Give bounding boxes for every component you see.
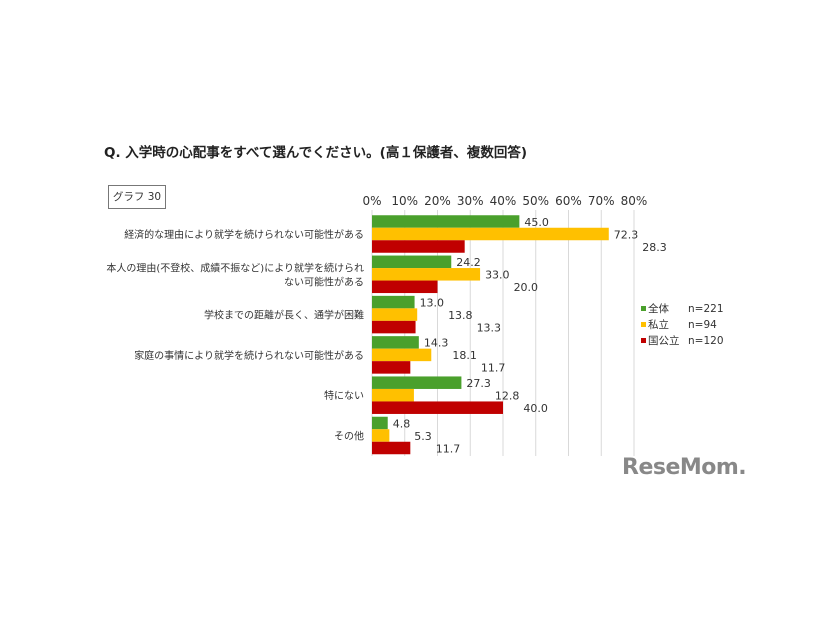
x-tick-label: 20% (424, 194, 451, 208)
chart-title: Q. 入学時の心配事をすべて選んでください。(高１保護者、複数回答) (104, 145, 527, 161)
category-label: その他 (334, 430, 364, 443)
data-label: 18.1 (452, 349, 477, 362)
legend-n: n=221 (688, 303, 724, 315)
bar-私立 (372, 348, 432, 362)
data-label: 72.3 (614, 228, 639, 241)
x-tick-label: 60% (555, 194, 582, 208)
bar-国公立 (372, 240, 465, 253)
bar-国公立 (372, 280, 438, 294)
x-tick-label: 50% (522, 194, 549, 208)
data-label: 13.3 (477, 321, 502, 334)
bar-全体 (372, 336, 419, 349)
category-label: ない可能性がある (284, 275, 364, 288)
legend-n: n=94 (688, 319, 717, 331)
bar-国公立 (372, 441, 411, 455)
x-tick-label: 10% (391, 194, 418, 208)
legend-swatch-全体 (641, 306, 646, 311)
bar-全体 (372, 215, 520, 228)
bar-全体 (372, 416, 388, 430)
x-tick-label: 0% (362, 194, 381, 208)
legend-label: 全体 (648, 302, 669, 315)
bar-国公立 (372, 320, 416, 334)
data-label: 13.8 (448, 309, 473, 322)
resemom-logo: ReseMom. (622, 455, 747, 480)
data-label: 5.3 (414, 430, 432, 443)
bar-全体 (372, 295, 415, 309)
bar-私立 (372, 227, 609, 241)
x-tick-label: 70% (588, 194, 615, 208)
data-label: 27.3 (466, 377, 491, 390)
bar-全体 (372, 255, 452, 269)
bar-私立 (372, 429, 390, 442)
category-label: 家庭の事情により就学を続けられない可能性がある (134, 349, 364, 362)
bar-私立 (372, 308, 418, 321)
category-label: 経済的な理由により就学を続けられない可能性がある (124, 228, 364, 241)
data-label: 14.3 (424, 337, 449, 350)
category-label: 学校までの距離が長く、通学が困難 (204, 309, 364, 322)
data-label: 45.0 (524, 216, 549, 229)
data-label: 20.0 (514, 281, 539, 294)
legend-label: 私立 (648, 318, 669, 331)
x-tick-label: 40% (490, 194, 517, 208)
graph-number-label: グラフ 30 (108, 185, 166, 209)
data-label: 4.8 (393, 417, 411, 430)
data-label: 12.8 (495, 389, 519, 402)
category-label: 本人の理由(不登校、成績不振など)により就学を続けられ (106, 261, 364, 274)
data-label: 24.2 (456, 256, 481, 269)
legend-swatch-国公立 (641, 338, 646, 343)
legend-label: 国公立 (648, 334, 680, 347)
category-label: 特にない (324, 390, 364, 402)
data-label: 40.0 (523, 402, 548, 415)
data-label: 13.0 (420, 296, 445, 309)
data-label: 28.3 (642, 241, 667, 254)
x-tick-label: 80% (621, 194, 648, 208)
bar-国公立 (372, 361, 411, 374)
legend-n: n=120 (688, 335, 724, 347)
legend-swatch-私立 (641, 322, 646, 327)
bar-国公立 (372, 401, 503, 414)
bar-全体 (372, 376, 462, 389)
x-tick-label: 30% (457, 194, 484, 208)
data-label: 11.7 (481, 362, 506, 375)
bar-私立 (372, 388, 414, 402)
data-label: 33.0 (485, 269, 510, 282)
bar-私立 (372, 268, 481, 281)
data-label: 11.7 (436, 442, 461, 455)
